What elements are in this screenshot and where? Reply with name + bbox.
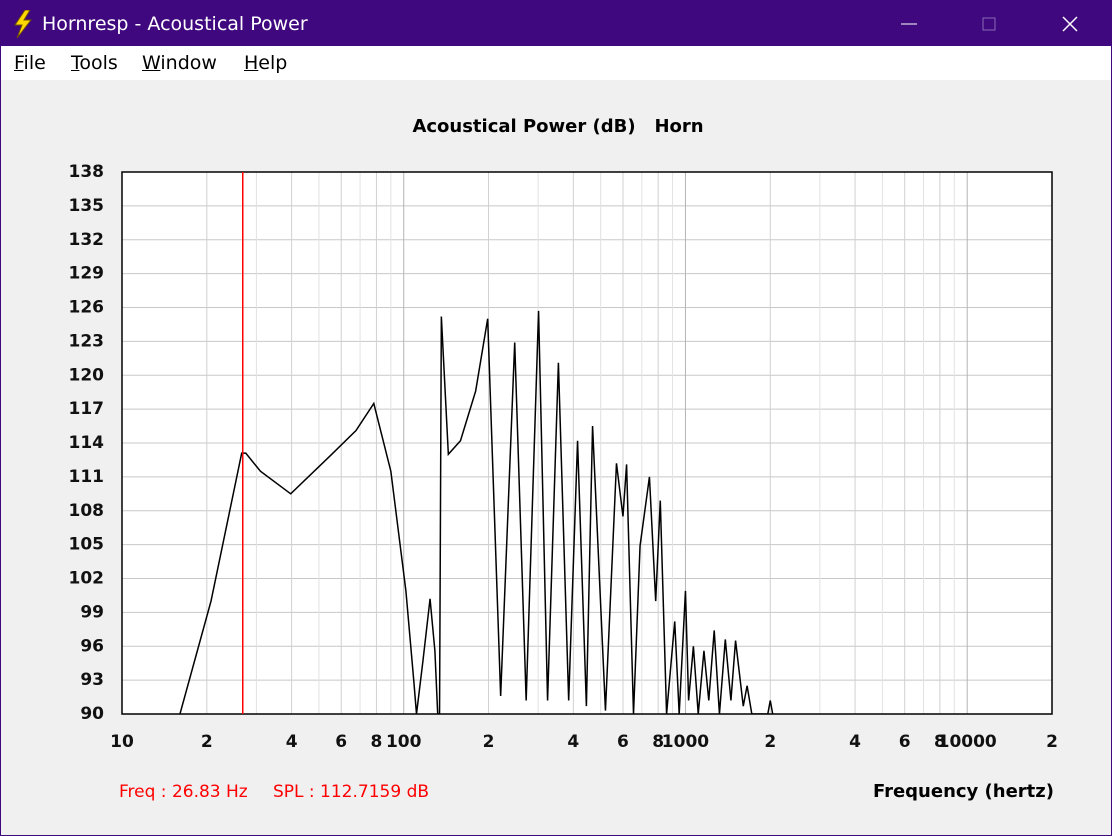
x-tick-label: 6 bbox=[335, 732, 347, 752]
title-bar: Hornresp - Acoustical Power bbox=[1, 1, 1111, 46]
x-tick-label: 8 bbox=[371, 732, 383, 752]
y-tick-label: 132 bbox=[69, 230, 105, 250]
plot-frame bbox=[121, 171, 1053, 715]
menu-item[interactable]: Help bbox=[244, 52, 288, 74]
maximize-button[interactable] bbox=[949, 1, 1029, 46]
y-tick-label: 102 bbox=[69, 569, 105, 589]
y-tick-label: 108 bbox=[69, 501, 105, 521]
menu-item[interactable]: Tools bbox=[71, 52, 118, 74]
minimize-button[interactable] bbox=[869, 1, 949, 46]
x-axis-label: Frequency (hertz) bbox=[873, 781, 1054, 802]
x-tick-label: 100 bbox=[386, 732, 422, 752]
y-tick-label: 90 bbox=[80, 704, 104, 724]
y-tick-label: 117 bbox=[69, 399, 105, 419]
x-tick-label: 8 bbox=[652, 732, 664, 752]
cursor-freq-label: Freq : 26.83 Hz bbox=[119, 782, 248, 802]
y-tick-label: 111 bbox=[69, 467, 105, 487]
x-tick-label: 4 bbox=[286, 732, 298, 752]
grid bbox=[121, 171, 1053, 715]
y-tick-label: 120 bbox=[69, 365, 105, 385]
close-button[interactable] bbox=[1031, 1, 1111, 46]
response-line bbox=[179, 310, 774, 714]
y-tick-label: 96 bbox=[80, 636, 104, 656]
menu-bar: File Tools Window Help bbox=[1, 46, 1111, 80]
x-tick-label: 6 bbox=[617, 732, 629, 752]
y-tick-label: 105 bbox=[69, 535, 105, 555]
x-tick-label: 2 bbox=[483, 732, 495, 752]
chart: Acoustical Power (dB) Horn Frequency (he… bbox=[69, 116, 1058, 802]
x-tick-label: 1000 bbox=[662, 732, 709, 752]
window-title: Hornresp - Acoustical Power bbox=[42, 13, 308, 35]
app-icon bbox=[14, 10, 33, 38]
x-tick-label: 2 bbox=[201, 732, 213, 752]
y-tick-label: 126 bbox=[69, 298, 105, 318]
menu-item[interactable]: Window bbox=[142, 52, 217, 74]
y-tick-label: 135 bbox=[69, 196, 105, 216]
y-tick-label: 129 bbox=[69, 264, 105, 284]
y-tick-label: 123 bbox=[69, 331, 105, 351]
x-tick-label: 4 bbox=[849, 732, 861, 752]
chart-title: Acoustical Power (dB) bbox=[412, 116, 635, 137]
cursor-spl-label: SPL : 112.7159 dB bbox=[273, 782, 429, 802]
x-tick-label: 4 bbox=[567, 732, 579, 752]
chart-subtitle: Horn bbox=[654, 116, 703, 137]
x-tick-label: 10 bbox=[110, 732, 134, 752]
x-tick-label: 8 bbox=[934, 732, 946, 752]
x-tick-label: 2 bbox=[764, 732, 776, 752]
x-tick-label: 10000 bbox=[938, 732, 997, 752]
y-tick-label: 114 bbox=[69, 433, 105, 453]
y-tick-label: 93 bbox=[80, 670, 104, 690]
x-tick-label: 6 bbox=[899, 732, 911, 752]
x-tick-label: 2 bbox=[1046, 732, 1058, 752]
y-tick-label: 138 bbox=[69, 162, 105, 182]
menu-item[interactable]: File bbox=[14, 52, 46, 74]
y-tick-label: 99 bbox=[80, 602, 104, 622]
